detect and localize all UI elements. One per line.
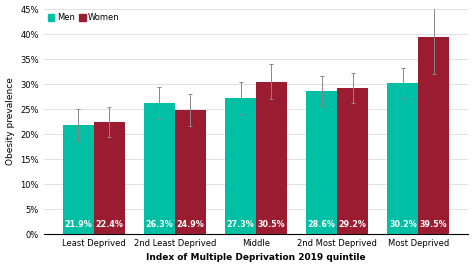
Text: 21.9%: 21.9% [64, 220, 92, 229]
X-axis label: Index of Multiple Deprivation 2019 quintile: Index of Multiple Deprivation 2019 quint… [146, 254, 366, 262]
Bar [63, 125, 94, 234]
Y-axis label: Obesity prevalence: Obesity prevalence [6, 78, 15, 165]
Text: 28.6%: 28.6% [308, 220, 336, 229]
Bar [418, 36, 449, 234]
Bar [256, 81, 287, 234]
Bar [306, 91, 337, 234]
Text: 39.5%: 39.5% [420, 220, 447, 229]
Bar [337, 88, 368, 234]
Text: 26.3%: 26.3% [146, 220, 173, 229]
Legend: Men, Women: Men, Women [48, 13, 120, 22]
Text: 30.5%: 30.5% [258, 220, 285, 229]
Bar [387, 83, 418, 234]
Text: 27.3%: 27.3% [227, 220, 255, 229]
Bar [94, 122, 125, 234]
Text: 29.2%: 29.2% [338, 220, 366, 229]
Bar [144, 103, 175, 234]
Bar [175, 110, 206, 234]
Text: 22.4%: 22.4% [95, 220, 123, 229]
Bar [225, 98, 256, 234]
Text: 30.2%: 30.2% [389, 220, 417, 229]
Text: 24.9%: 24.9% [176, 220, 204, 229]
